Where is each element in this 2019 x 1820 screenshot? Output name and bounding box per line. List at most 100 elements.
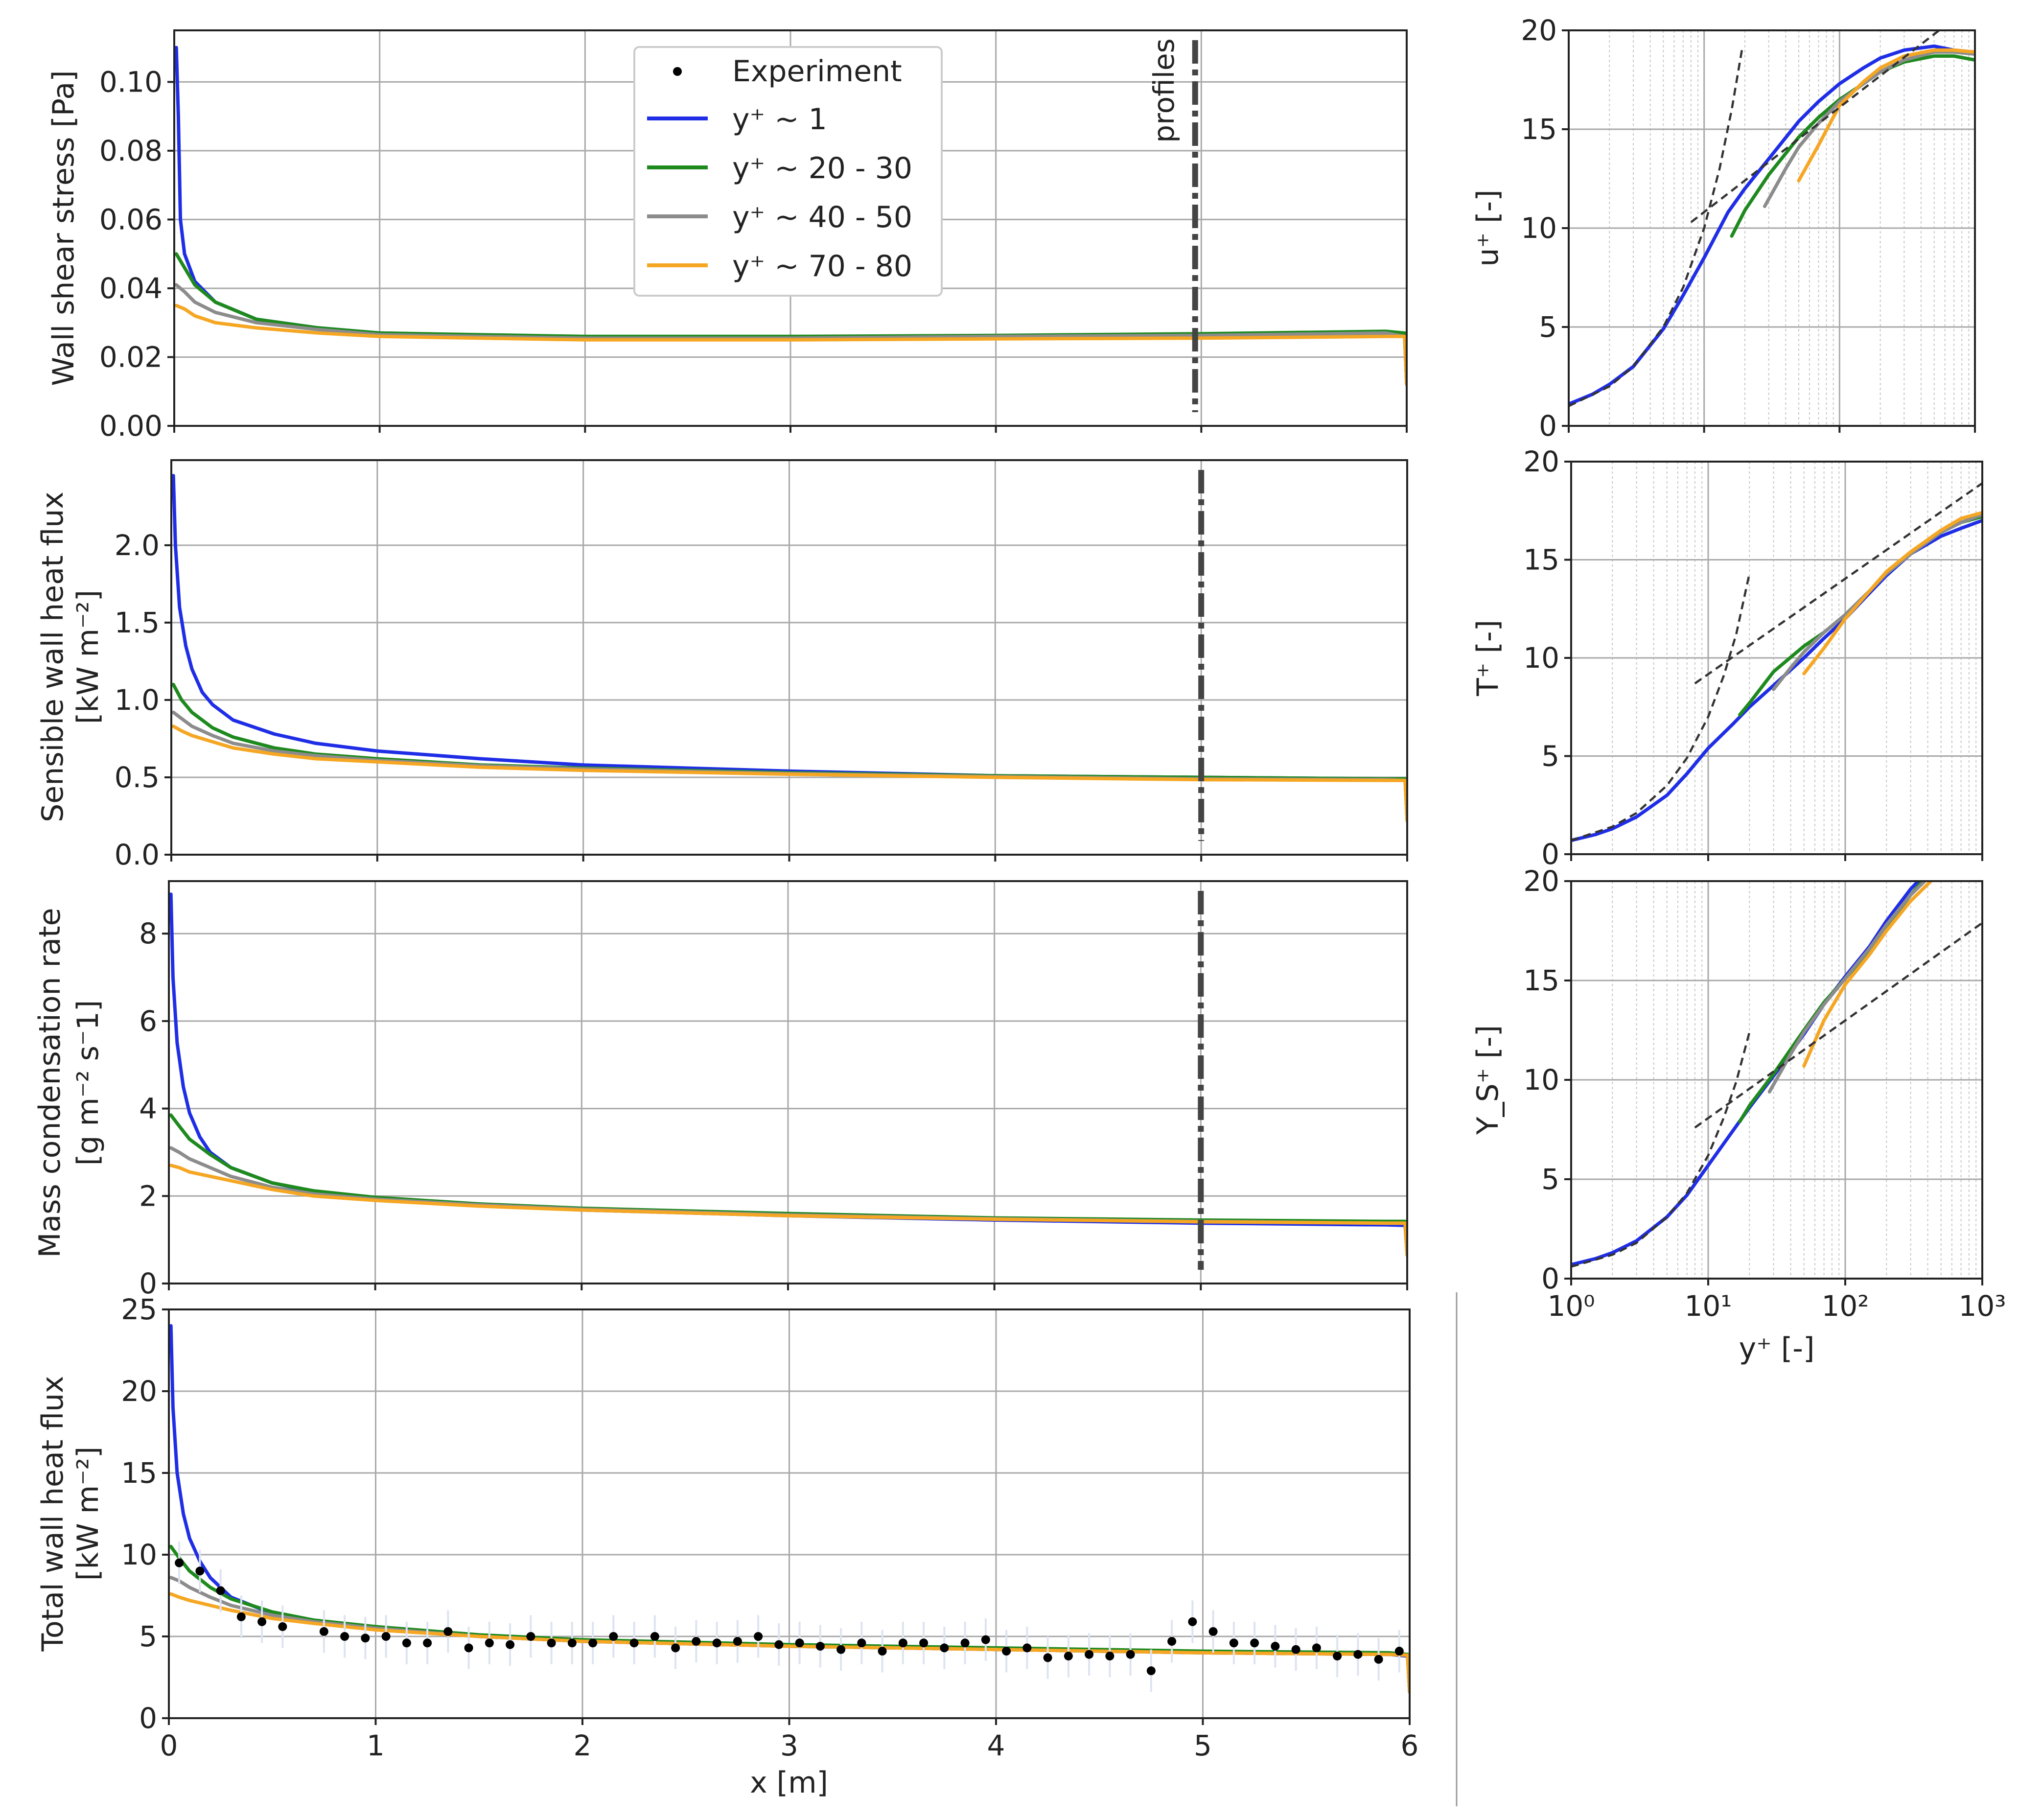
series-line-yplus-40-50 [1767,881,1927,1094]
panel-t-plus-profile: 0 5 10 15 20 T⁺ [-] [1471,445,1983,871]
y-axis-unit: [kW m⁻²] [71,590,105,724]
experiment-point [485,1638,494,1648]
y-tick-label: 6 [139,1004,157,1038]
y-tick-label: 0 [1541,838,1559,871]
x-tick-label: 10⁰ [1547,1289,1595,1323]
x-tick-label: 10² [1821,1289,1869,1323]
experiment-point [1085,1650,1094,1659]
series-line-yplus-20-30 [169,1113,1407,1257]
y-tick-label: 10 [121,1538,157,1571]
series-line-yplus-1 [169,892,1407,1257]
y-axis-unit: [kW m⁻²] [71,1447,105,1581]
experiment-point [774,1640,784,1649]
experiment-point [981,1635,990,1644]
series-line-yplus-70-80 [1797,48,1975,183]
experiment-point [423,1638,432,1648]
experiment-point [1167,1637,1177,1646]
series-line-yplus-40-50 [171,710,1407,822]
y-tick-label: 0.02 [99,340,162,373]
y-tick-label: 0.0 [115,838,160,871]
experiment-point [1312,1643,1321,1653]
experiment-point [319,1627,328,1636]
legend-label: y⁺ ~ 70 - 80 [732,249,912,283]
series-line-yplus-70-80 [169,1164,1407,1257]
x-axis-label: x [m] [750,1766,828,1800]
y-tick-label: 0.10 [99,65,162,98]
experiment-point [712,1638,721,1648]
legend-item-yplus-1: y⁺ ~ 1 [647,102,827,137]
experiment-point [857,1638,866,1648]
experiment-point [836,1645,846,1654]
legend-label: y⁺ ~ 20 - 30 [732,151,912,186]
experiment-point [526,1632,535,1641]
experiment-point [506,1640,515,1649]
x-tick-label: 0 [160,1729,178,1762]
y-tick-label: 2 [139,1179,157,1213]
legend-item-yplus-40-50: y⁺ ~ 40 - 50 [647,200,912,234]
experiment-point [1126,1650,1135,1659]
y-tick-label: 0.00 [99,409,162,443]
experiment-point [195,1566,205,1576]
experiment-point [1333,1652,1342,1661]
y-axis-label: Y_S⁺ [-] [1471,1025,1505,1135]
series-line-yplus-1 [1571,518,1982,842]
law-line-log-law [1690,30,1941,223]
y-tick-label: 0.06 [99,203,162,236]
panel-sensible-wall-heat-flux: 0.00.51.01.52.0 Sensible wall heat flux … [36,459,1408,871]
y-tick-label: 0.08 [99,134,162,167]
experiment-point [919,1638,928,1648]
law-line-viscous [1569,50,1743,407]
experiment-point [1146,1666,1156,1676]
legend-frame [633,46,943,297]
y-tick-label: 4 [139,1092,157,1125]
y-axis-label: Wall shear stress [Pa] [46,70,81,386]
experiment-point [815,1642,825,1651]
y-tick-label: 20 [1523,864,1559,898]
y-tick-label: 10 [1523,1063,1559,1097]
y-tick-label: 5 [1539,310,1557,344]
panel-u-plus-profile: 0 5 10 15 20 u⁺ [-] [1471,14,1976,443]
y-tick-label: 15 [1521,113,1557,146]
y-tick-label: 1.0 [115,683,160,717]
y-axis-label: T⁺ [-] [1471,620,1505,697]
experiment-point [464,1643,473,1653]
experiment-point [236,1612,246,1621]
experiment-point [650,1632,659,1641]
experiment-point [547,1638,556,1648]
experiment-point [1022,1643,1032,1653]
experiment-point [754,1632,763,1641]
y-tick-label: 8 [139,917,157,950]
series-line-yplus-70-80 [171,724,1407,822]
experiment-point [1229,1638,1238,1648]
experiment-point [381,1632,391,1641]
y-tick-label: 10 [1521,211,1557,245]
y-tick-label: 0 [139,1267,157,1300]
experiment-point [402,1638,411,1648]
y-tick-label: 2.0 [115,529,160,562]
experiment-point [609,1632,618,1641]
series-line-yplus-70-80 [174,303,1407,387]
y-tick-label: 0 [139,1702,157,1735]
y-tick-label: 5 [1541,1163,1559,1196]
series-line-yplus-1 [1569,44,1975,406]
y-axis-label: Mass condensation rate [33,908,67,1258]
experiment-point [1002,1647,1011,1656]
experiment-point [1188,1617,1197,1626]
x-tick-label: 2 [574,1729,592,1762]
experiment-point [629,1638,639,1648]
experiment-point [361,1633,370,1643]
y-tick-label: 0.5 [115,761,160,794]
x-tick-label: 3 [780,1729,798,1762]
experiment-point [1105,1652,1114,1661]
legend-label: y⁺ ~ 1 [732,102,827,137]
series-line-yplus-20-30 [169,1544,1410,1694]
y-tick-label: 25 [121,1293,157,1326]
legend-marker-experiment [673,67,682,76]
y-tick-label: 15 [1523,964,1559,997]
legend-label: Experiment [732,54,902,89]
x-tick-label: 1 [367,1729,385,1762]
experiment-point [567,1638,577,1648]
y-tick-label: 0 [1541,1262,1559,1295]
y-axis-label: Sensible wall heat flux [36,491,70,822]
